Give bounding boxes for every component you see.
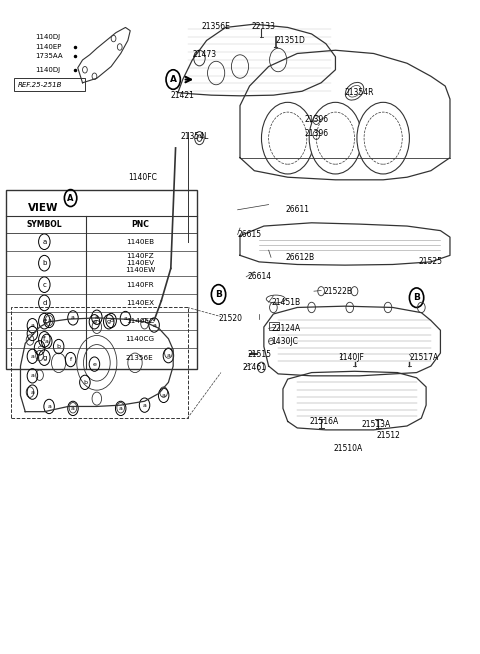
Text: 22133: 22133 [252,22,276,31]
Text: a: a [95,315,99,320]
Circle shape [262,102,314,174]
Text: 21520: 21520 [218,314,242,323]
Text: A: A [67,194,74,203]
Text: VIEW: VIEW [28,203,58,213]
Text: a: a [162,393,166,398]
Text: g: g [93,319,96,324]
Text: 26615: 26615 [238,230,262,239]
Text: 1140FZ
1140EV
1140EW: 1140FZ 1140EV 1140EW [125,253,155,273]
Text: d: d [42,300,47,306]
Text: 21356E: 21356E [126,354,154,360]
Text: b: b [42,260,47,266]
Text: 1140FC: 1140FC [128,173,157,182]
Text: 21517A: 21517A [409,353,439,362]
Text: 22124A: 22124A [271,324,300,333]
Text: 21512: 21512 [376,431,400,440]
Text: a: a [167,353,170,358]
Text: 21473: 21473 [192,50,216,60]
Text: a: a [30,373,35,379]
Text: 26611: 26611 [285,205,309,215]
Text: 1735AA: 1735AA [35,53,62,59]
Text: 26614: 26614 [247,272,271,281]
Text: REF.25-251B: REF.25-251B [18,82,62,88]
Text: a: a [71,406,75,411]
Text: 1140EB: 1140EB [126,239,154,245]
Text: b: b [83,380,87,385]
Text: B: B [215,290,222,299]
Text: 21510A: 21510A [333,444,362,453]
Text: g: g [42,354,47,360]
Text: a: a [30,390,35,394]
Text: a: a [143,403,146,407]
Text: 1140EX: 1140EX [126,300,154,306]
Text: d: d [109,318,113,323]
Text: 21515: 21515 [247,350,271,359]
Text: 26612B: 26612B [285,253,314,262]
Text: e: e [42,318,47,324]
Text: 1140JF: 1140JF [338,353,364,362]
Text: 21513A: 21513A [362,420,391,429]
Text: c: c [42,282,46,288]
Text: 1430JC: 1430JC [271,337,298,346]
Text: c: c [38,345,41,351]
Text: a: a [42,239,47,245]
Text: a: a [47,404,51,409]
Text: 21522B: 21522B [324,286,352,296]
Text: a: a [30,354,35,359]
Text: 21354R: 21354R [345,88,374,97]
Text: 21396: 21396 [304,115,328,124]
Text: c: c [31,331,34,336]
Text: 1140CG: 1140CG [125,336,155,343]
Text: a: a [45,339,48,344]
Text: a: a [71,315,75,320]
Text: b: b [57,344,60,349]
Text: 21396: 21396 [304,129,328,138]
Text: 21451B: 21451B [271,298,300,307]
Text: e: e [93,362,96,367]
Text: 21354L: 21354L [180,131,209,141]
Text: 21461: 21461 [242,363,266,372]
Text: 21525: 21525 [419,258,443,266]
Text: f: f [70,357,72,362]
Text: g: g [107,319,111,324]
Text: 21351D: 21351D [276,36,306,45]
Circle shape [309,102,362,174]
FancyBboxPatch shape [6,190,197,370]
Circle shape [357,102,409,174]
Text: A: A [170,75,177,84]
Text: B: B [413,293,420,302]
Text: a: a [30,323,35,328]
Text: 1140DJ: 1140DJ [35,67,60,73]
Text: 21516A: 21516A [309,417,338,426]
Text: 1140DJ: 1140DJ [35,34,60,40]
Text: f: f [43,336,46,343]
Text: a: a [47,318,51,323]
Text: 1140EZ: 1140EZ [126,318,154,324]
Text: 1140FR: 1140FR [126,282,154,288]
Text: PNC: PNC [131,220,149,229]
Text: a: a [119,406,122,411]
Text: a: a [123,316,127,321]
Text: 21356E: 21356E [202,22,231,31]
Text: 1140EP: 1140EP [35,44,61,50]
Text: SYMBOL: SYMBOL [26,220,62,229]
Text: a: a [152,322,156,328]
Text: 21421: 21421 [171,92,195,100]
FancyBboxPatch shape [14,78,85,91]
